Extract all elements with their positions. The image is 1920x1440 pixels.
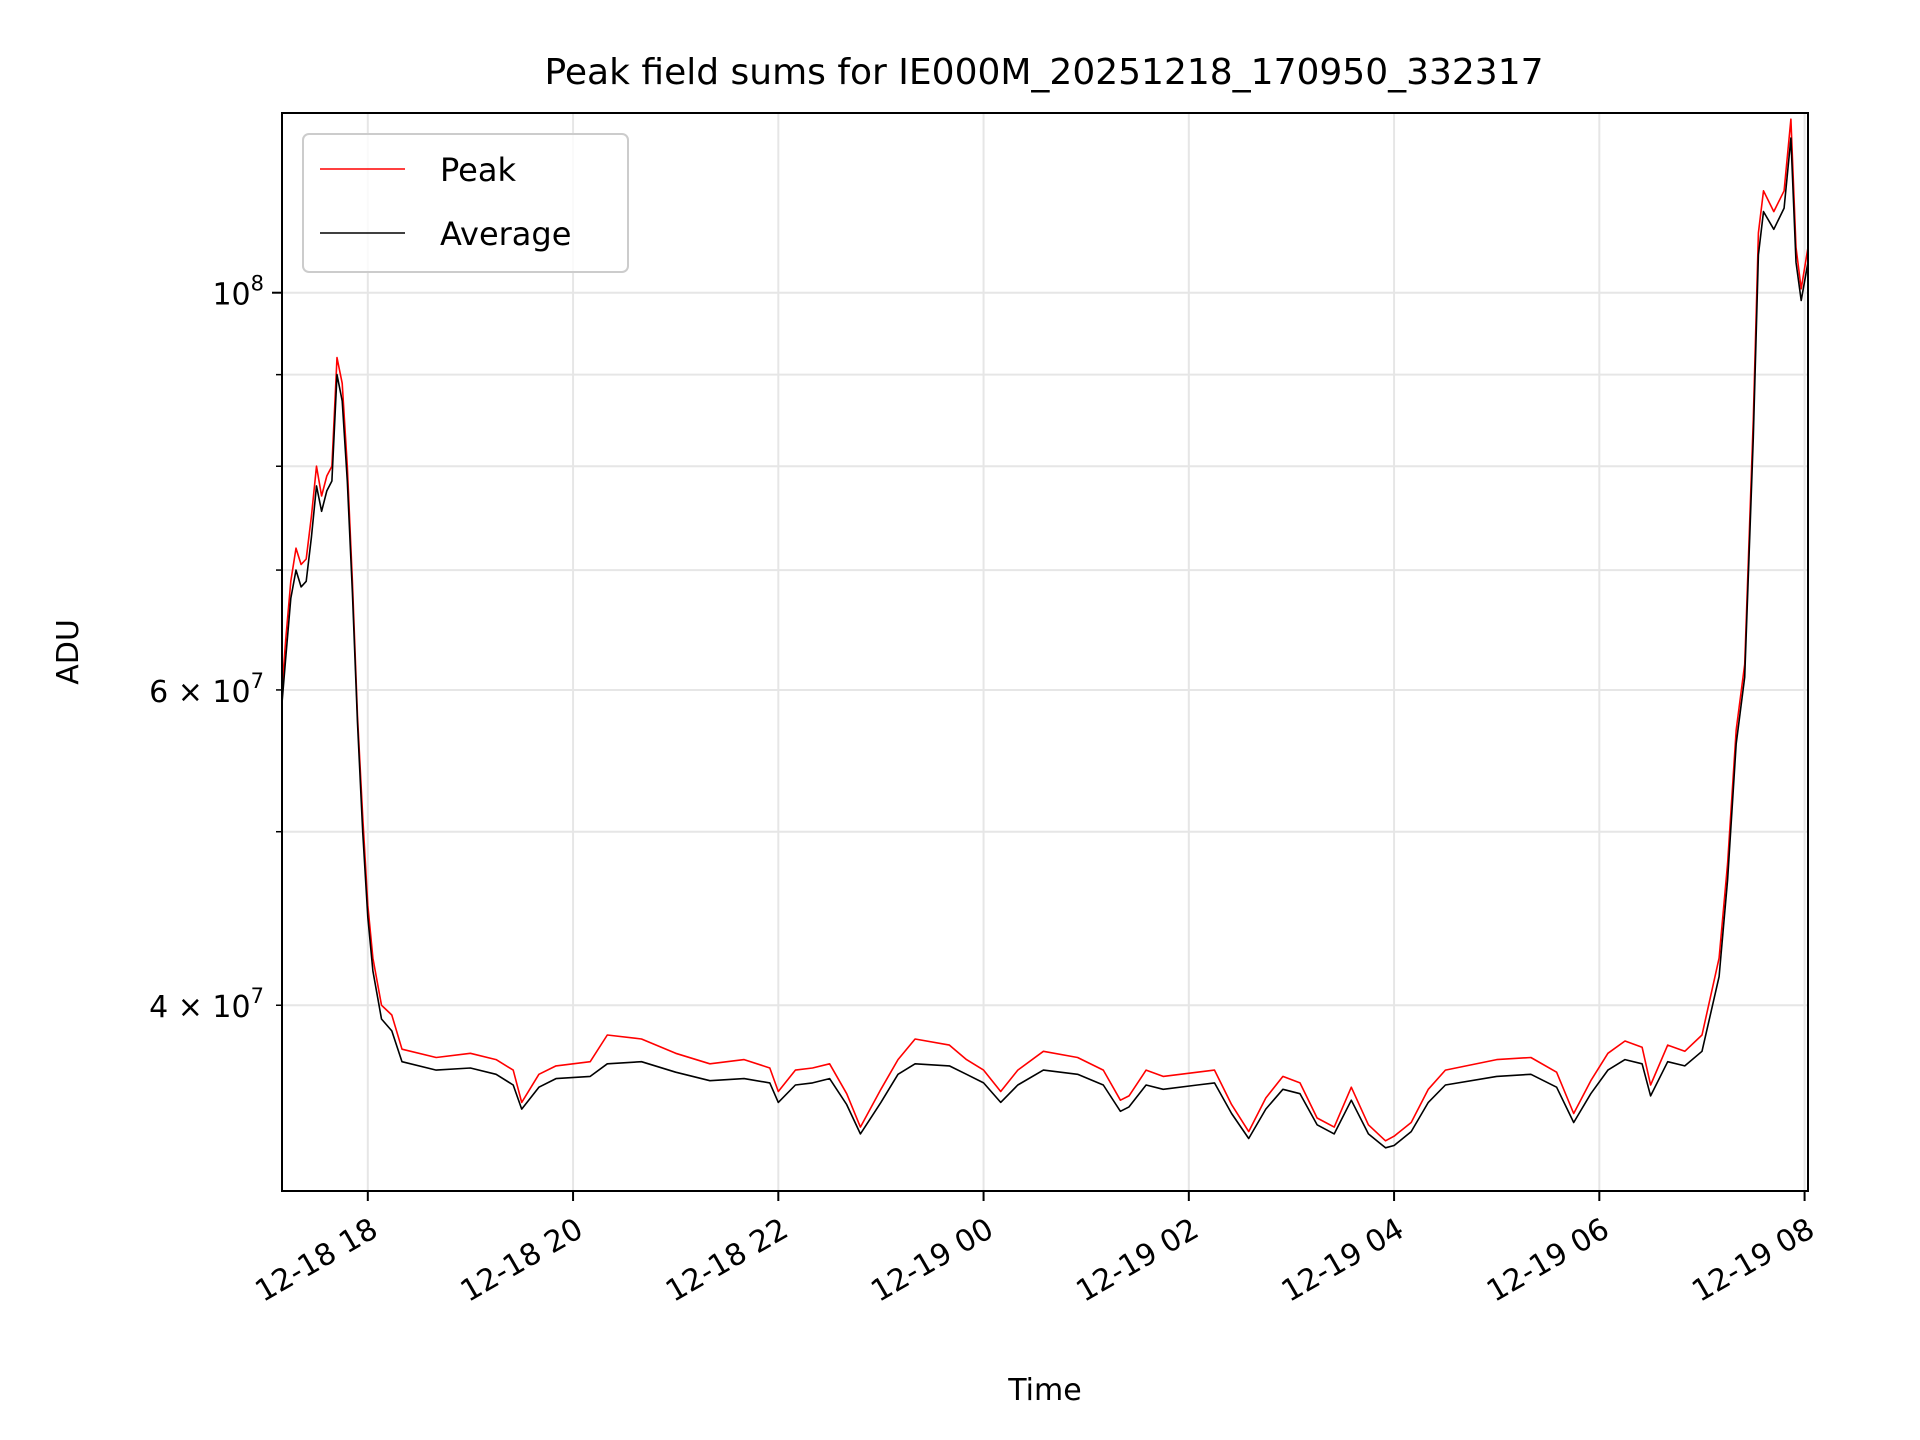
series-line-average xyxy=(281,137,1809,1149)
grid-lines xyxy=(282,113,1808,1191)
legend-label-peak: Peak xyxy=(440,151,516,189)
chart-title: Peak field sums for IE000M_20251218_1709… xyxy=(544,52,1543,93)
axes-frame xyxy=(281,112,1809,1192)
y-tick-label: 108 xyxy=(212,272,264,313)
y-tick-label: 4 × 107 xyxy=(149,984,264,1025)
legend: Peak Average xyxy=(302,133,629,273)
plot-area xyxy=(281,118,1809,1149)
y-axis: 108 4 × 107 6 × 107 xyxy=(149,272,282,1025)
y-tick-label: 6 × 107 xyxy=(149,669,264,710)
x-axis-label: Time xyxy=(1007,1373,1081,1408)
series-line-peak xyxy=(281,118,1809,1142)
legend-label-average: Average xyxy=(440,215,571,253)
y-axis-label: ADU xyxy=(51,619,86,685)
